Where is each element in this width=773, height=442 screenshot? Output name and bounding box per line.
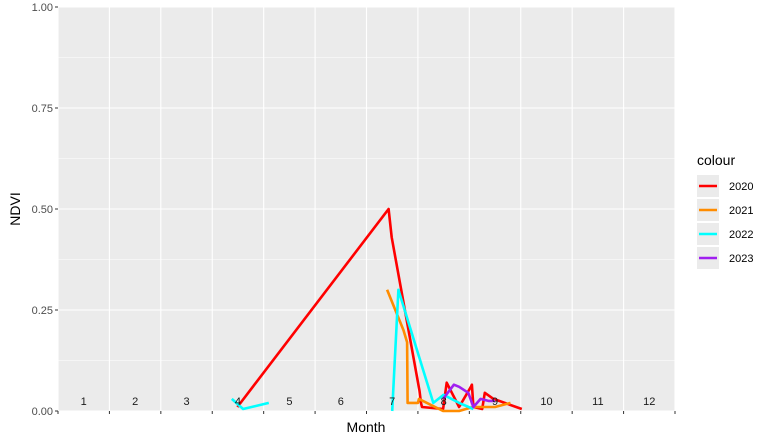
month-label: 3 bbox=[183, 396, 189, 408]
y-tick-label: 0.00 bbox=[32, 406, 53, 418]
month-labels: 1 2 3 4 5 6 7 8 9 10 11 12 bbox=[81, 396, 656, 408]
month-label: 12 bbox=[643, 396, 655, 408]
month-label: 8 bbox=[441, 396, 447, 408]
y-tick-label: 0.50 bbox=[32, 204, 53, 216]
series-line-2023 bbox=[442, 383, 495, 409]
y-axis: 0.00 0.25 0.50 0.75 1.00 bbox=[32, 2, 58, 418]
y-tick-label: 1.00 bbox=[32, 2, 53, 14]
legend: colour 2020 2021 2022 2023 bbox=[697, 152, 753, 269]
month-label: 6 bbox=[338, 396, 344, 408]
month-label: 1 bbox=[81, 396, 87, 408]
month-label: 10 bbox=[540, 396, 552, 408]
x-axis bbox=[57, 411, 676, 414]
y-tick-label: 0.25 bbox=[32, 305, 53, 317]
y-axis-title: NDVI bbox=[7, 192, 23, 225]
month-label: 4 bbox=[235, 396, 241, 408]
series-lines bbox=[230, 207, 523, 413]
month-label: 11 bbox=[592, 396, 603, 408]
month-label: 7 bbox=[389, 396, 395, 408]
legend-title: colour bbox=[697, 152, 735, 168]
legend-label-2022: 2022 bbox=[729, 229, 753, 241]
legend-label-2020: 2020 bbox=[729, 181, 753, 193]
series-line-2022 bbox=[230, 288, 474, 412]
legend-label-2021: 2021 bbox=[729, 205, 753, 217]
month-label: 5 bbox=[286, 396, 292, 408]
series-line-2021 bbox=[385, 289, 511, 413]
x-axis-title: Month bbox=[347, 419, 386, 435]
y-tick-label: 0.75 bbox=[32, 103, 53, 115]
series-line-2020 bbox=[236, 207, 523, 411]
month-label: 9 bbox=[492, 396, 498, 408]
month-label: 2 bbox=[132, 396, 138, 408]
legend-label-2023: 2023 bbox=[729, 253, 753, 265]
